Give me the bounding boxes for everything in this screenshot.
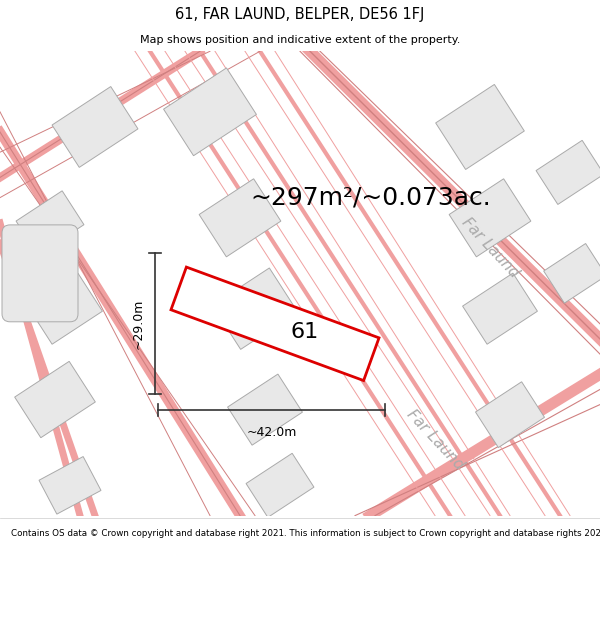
Polygon shape bbox=[52, 86, 138, 168]
Polygon shape bbox=[212, 268, 298, 349]
Polygon shape bbox=[246, 453, 314, 518]
Polygon shape bbox=[16, 191, 84, 255]
FancyBboxPatch shape bbox=[2, 225, 78, 322]
Text: Far Laund: Far Laund bbox=[458, 215, 521, 281]
Polygon shape bbox=[164, 68, 256, 156]
Polygon shape bbox=[227, 374, 302, 445]
Polygon shape bbox=[536, 141, 600, 204]
Text: ~29.0m: ~29.0m bbox=[132, 299, 145, 349]
Text: 61: 61 bbox=[291, 322, 319, 342]
Polygon shape bbox=[199, 179, 281, 257]
Text: 61, FAR LAUND, BELPER, DE56 1FJ: 61, FAR LAUND, BELPER, DE56 1FJ bbox=[175, 7, 425, 22]
Polygon shape bbox=[28, 273, 103, 344]
Text: Map shows position and indicative extent of the property.: Map shows position and indicative extent… bbox=[140, 35, 460, 45]
Polygon shape bbox=[14, 361, 95, 438]
Polygon shape bbox=[449, 179, 531, 257]
Polygon shape bbox=[39, 456, 101, 514]
Text: Contains OS data © Crown copyright and database right 2021. This information is : Contains OS data © Crown copyright and d… bbox=[11, 529, 600, 538]
Polygon shape bbox=[463, 273, 538, 344]
Text: Far Laund: Far Laund bbox=[404, 407, 466, 473]
Polygon shape bbox=[475, 382, 545, 448]
Text: ~297m²/~0.073ac.: ~297m²/~0.073ac. bbox=[250, 186, 491, 209]
Polygon shape bbox=[171, 267, 379, 381]
Text: ~42.0m: ~42.0m bbox=[247, 426, 296, 439]
Polygon shape bbox=[436, 84, 524, 169]
Polygon shape bbox=[544, 244, 600, 303]
